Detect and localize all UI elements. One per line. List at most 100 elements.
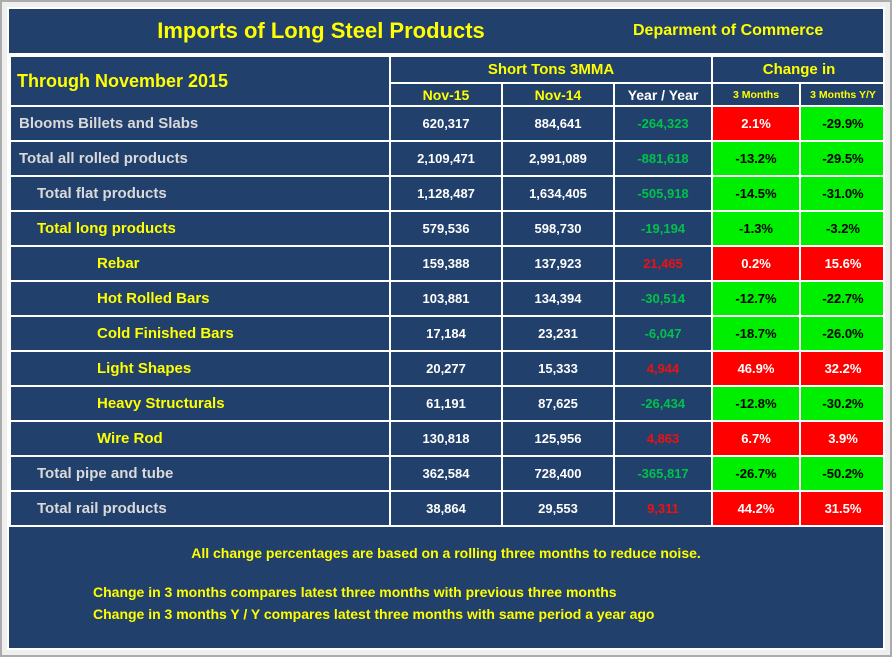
cell-nov15: 579,536 — [389, 210, 503, 247]
col-header-year-over-year: Year / Year — [612, 82, 714, 107]
cell-nov14: 598,730 — [501, 210, 615, 247]
cell-nov14: 29,553 — [501, 490, 615, 527]
row-label: Wire Rod — [9, 420, 391, 457]
cell-nov14: 137,923 — [501, 245, 615, 282]
cell-change-3-months-yy: -30.2% — [799, 385, 883, 422]
table-header: Through November 2015 Short Tons 3MMA Ch… — [9, 55, 883, 107]
cell-nov14: 1,634,405 — [501, 175, 615, 212]
cell-change-3-months: -12.8% — [711, 385, 802, 422]
row-label: Heavy Structurals — [9, 385, 391, 422]
cell-change-3-months: 2.1% — [711, 105, 802, 142]
cell-change-3-months-yy: -26.0% — [799, 315, 883, 352]
cell-nov15: 362,584 — [389, 455, 503, 492]
imports-table: Through November 2015 Short Tons 3MMA Ch… — [9, 55, 883, 527]
cell-nov15: 1,128,487 — [389, 175, 503, 212]
row-label: Total flat products — [9, 175, 391, 212]
cell-nov15: 2,109,471 — [389, 140, 503, 177]
table-row: Cold Finished Bars 17,184 23,231 -6,047 -18.… — [9, 315, 883, 352]
cell-year-over-year: 4,863 — [612, 420, 714, 457]
cell-nov14: 2,991,089 — [501, 140, 615, 177]
row-label: Total all rolled products — [9, 140, 391, 177]
cell-change-3-months-yy: 3.9% — [799, 420, 883, 457]
group-header-row: Through November 2015 Short Tons 3MMA Ch… — [9, 55, 883, 107]
cell-nov15: 130,818 — [389, 420, 503, 457]
footnote-3-months-yy: Change in 3 months Y / Y compares latest… — [93, 606, 655, 622]
column-header-row: Nov-15 Nov-14 Year / Year 3 Months 3 Mon… — [10, 82, 883, 107]
table-row: Wire Rod 130,818 125,956 4,863 6.7% 3.9% — [9, 420, 883, 457]
cell-change-3-months: 46.9% — [711, 350, 802, 387]
group-header-change-in: Change in — [711, 55, 883, 84]
row-label: Blooms Billets and Slabs — [9, 105, 391, 142]
footnote-rolling: All change percentages are based on a ro… — [191, 545, 701, 561]
cell-change-3-months-yy: -29.9% — [799, 105, 883, 142]
cell-change-3-months: -14.5% — [711, 175, 802, 212]
cell-nov14: 15,333 — [501, 350, 615, 387]
cell-change-3-months: -18.7% — [711, 315, 802, 352]
table-row: Rebar 159,388 137,923 21,465 0.2% 15.6% — [9, 245, 883, 282]
col-header-nov14: Nov-14 — [501, 82, 615, 107]
cell-change-3-months: 0.2% — [711, 245, 802, 282]
row-label: Cold Finished Bars — [9, 315, 391, 352]
cell-nov15: 38,864 — [389, 490, 503, 527]
period-header: Through November 2015 — [9, 55, 391, 107]
cell-nov15: 61,191 — [389, 385, 503, 422]
cell-change-3-months-yy: -50.2% — [799, 455, 883, 492]
cell-nov14: 23,231 — [501, 315, 615, 352]
col-header-nov15: Nov-15 — [389, 82, 503, 107]
table-row: Light Shapes 20,277 15,333 4,944 46.9% 32.2% — [9, 350, 883, 387]
row-label: Hot Rolled Bars — [9, 280, 391, 317]
department-label: Deparment of Commerce — [633, 22, 824, 39]
table-row: Total long products 579,536 598,730 -19,194… — [9, 210, 883, 247]
cell-change-3-months-yy: 15.6% — [799, 245, 883, 282]
cell-change-3-months: -26.7% — [711, 455, 802, 492]
cell-year-over-year: -30,514 — [612, 280, 714, 317]
cell-nov14: 134,394 — [501, 280, 615, 317]
table-row: Total all rolled products 2,109,471 2,991,… — [9, 140, 883, 177]
table-row: Hot Rolled Bars 103,881 134,394 -30,514 -12.… — [9, 280, 883, 317]
table-row: Heavy Structurals 61,191 87,625 -26,434 -12.… — [9, 385, 883, 422]
cell-change-3-months: 6.7% — [711, 420, 802, 457]
row-label: Total pipe and tube — [9, 455, 391, 492]
cell-change-3-months-yy: 32.2% — [799, 350, 883, 387]
cell-change-3-months-yy: -31.0% — [799, 175, 883, 212]
cell-year-over-year: 21,465 — [612, 245, 714, 282]
row-label: Total rail products — [9, 490, 391, 527]
cell-nov14: 125,956 — [501, 420, 615, 457]
cell-change-3-months: -12.7% — [711, 280, 802, 317]
report-board: Imports of Long Steel Products Deparment… — [7, 7, 885, 650]
table-body: Blooms Billets and Slabs 620,317 884,641 -2… — [9, 105, 883, 527]
table-row: Total rail products 38,864 29,553 9,311 44.2… — [9, 490, 883, 527]
cell-change-3-months: -1.3% — [711, 210, 802, 247]
cell-year-over-year: -881,618 — [612, 140, 714, 177]
cell-change-3-months-yy: -22.7% — [799, 280, 883, 317]
cell-nov14: 884,641 — [501, 105, 615, 142]
cell-year-over-year: -19,194 — [612, 210, 714, 247]
cell-nov15: 103,881 — [389, 280, 503, 317]
cell-nov14: 728,400 — [501, 455, 615, 492]
cell-nov15: 159,388 — [389, 245, 503, 282]
cell-change-3-months-yy: -29.5% — [799, 140, 883, 177]
cell-year-over-year: -505,918 — [612, 175, 714, 212]
cell-nov15: 20,277 — [389, 350, 503, 387]
cell-year-over-year: -264,323 — [612, 105, 714, 142]
table-row: Blooms Billets and Slabs 620,317 884,641 -2… — [9, 105, 883, 142]
table-row: Total pipe and tube 362,584 728,400 -365,81… — [9, 455, 883, 492]
cell-nov15: 620,317 — [389, 105, 503, 142]
cell-year-over-year: 4,944 — [612, 350, 714, 387]
table-row: Total flat products 1,128,487 1,634,405 -50… — [9, 175, 883, 212]
cell-year-over-year: -6,047 — [612, 315, 714, 352]
cell-year-over-year: -365,817 — [612, 455, 714, 492]
row-label: Light Shapes — [9, 350, 391, 387]
row-label: Total long products — [9, 210, 391, 247]
cell-change-3-months: 44.2% — [711, 490, 802, 527]
cell-year-over-year: 9,311 — [612, 490, 714, 527]
col-header-3-months-yy: 3 Months Y/Y — [799, 82, 883, 107]
footnotes: All change percentages are based on a ro… — [9, 527, 883, 648]
group-header-short-tons: Short Tons 3MMA — [388, 55, 714, 84]
cell-nov14: 87,625 — [501, 385, 615, 422]
cell-change-3-months-yy: 31.5% — [799, 490, 883, 527]
cell-year-over-year: -26,434 — [612, 385, 714, 422]
footnote-3-months: Change in 3 months compares latest three… — [93, 584, 617, 600]
page-title: Imports of Long Steel Products — [157, 18, 485, 43]
row-label: Rebar — [9, 245, 391, 282]
